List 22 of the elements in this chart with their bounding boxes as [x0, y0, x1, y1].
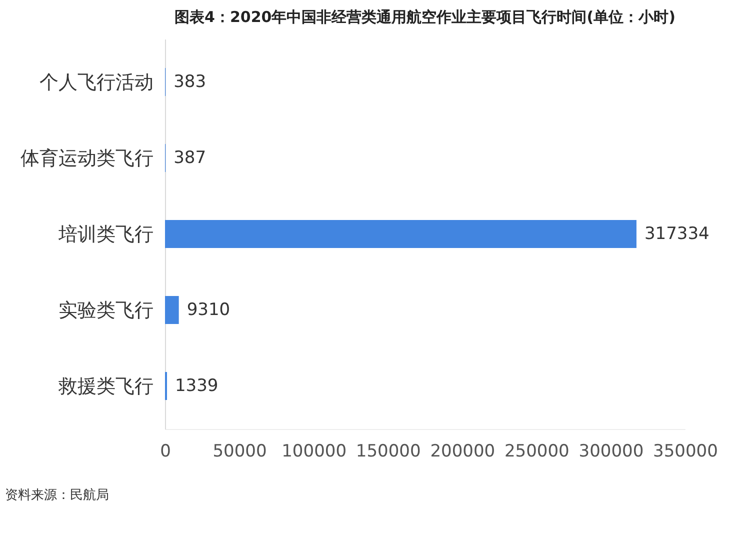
y-tick-label: 个人飞行活动 [40, 72, 154, 94]
x-tick-label: 0 [160, 442, 171, 462]
data-label: 387 [174, 148, 206, 168]
text: 资料来源：民航局 [5, 488, 109, 503]
x-tick-label: 250000 [504, 442, 570, 462]
bar [165, 220, 636, 248]
data-label: 9310 [186, 300, 230, 320]
y-tick-label: 体育运动类飞行 [20, 148, 154, 170]
x-tick-label: 50000 [212, 442, 267, 462]
y-tick-label: 实验类飞行 [58, 300, 154, 322]
x-tick-label: 350000 [653, 442, 718, 462]
chart-title: 图表4：2020年中国非经营类通用航空作业主要项目飞行时间(单位：小时) [174, 8, 676, 26]
y-tick-label: 培训类飞行 [58, 224, 154, 246]
y-tick-label: 救援类飞行 [58, 376, 154, 398]
x-tick-label: 100000 [282, 442, 347, 462]
x-tick-label: 300000 [578, 442, 644, 462]
x-tick-label: 200000 [430, 442, 496, 462]
data-label: 1339 [174, 376, 218, 396]
bar [165, 296, 179, 324]
data-label: 383 [174, 72, 206, 92]
x-tick-label: 150000 [356, 442, 421, 462]
data-label: 317334 [644, 224, 710, 244]
